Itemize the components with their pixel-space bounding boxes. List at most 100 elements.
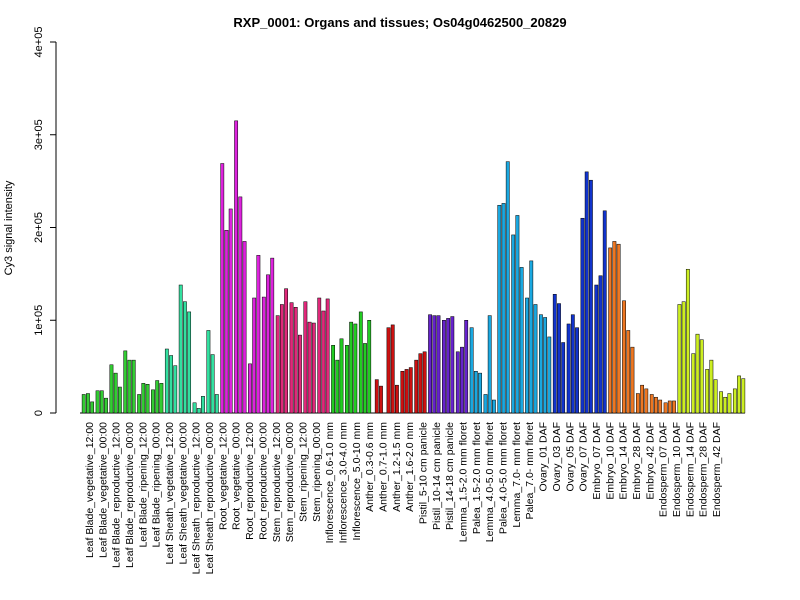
x-tick-label: Endosperm_07 DAF	[658, 422, 670, 517]
bar	[529, 260, 534, 414]
bar	[275, 315, 280, 414]
x-tick-label: Leaf Blade_reproductive_00:00	[124, 422, 136, 568]
x-tick-label: Ovary_05 DAF	[564, 422, 576, 491]
bar	[492, 399, 496, 414]
x-tick-label: Stem_reproductive_12:00	[271, 422, 283, 542]
bar	[478, 372, 482, 414]
bar	[685, 268, 690, 414]
bar-series	[81, 120, 746, 414]
bar	[630, 346, 635, 414]
bar	[557, 303, 561, 414]
bar	[307, 321, 312, 414]
bar	[353, 323, 358, 414]
bar	[99, 390, 104, 414]
bar	[570, 314, 575, 414]
bar	[699, 339, 704, 414]
bar	[238, 196, 243, 414]
bar	[303, 301, 308, 414]
x-tick-label: Embryo_42 DAF	[644, 422, 656, 500]
bar	[109, 364, 114, 414]
x-tick-label: Root_vegetative_12:00	[217, 422, 229, 530]
x-tick-label: Palea_7.0- mm floret	[524, 422, 536, 520]
bar	[252, 297, 257, 414]
bar	[469, 327, 474, 414]
bar	[608, 247, 613, 414]
x-tick-label: Stem_reproductive_00:00	[284, 422, 296, 542]
x-tick-label: Stem_ripening_12:00	[297, 422, 309, 522]
bar	[86, 393, 90, 414]
bar	[677, 304, 682, 414]
bar	[525, 297, 529, 414]
bar	[317, 297, 322, 414]
bar	[460, 346, 464, 414]
bar	[201, 396, 205, 414]
bar	[622, 300, 626, 414]
bar	[519, 267, 524, 414]
y-axis-label: Cy3 signal intensity	[3, 180, 15, 275]
x-tick-label: Endosperm_10 DAF	[671, 422, 683, 517]
bar	[95, 390, 100, 414]
x-tick-label: Embryo_10 DAF	[604, 422, 616, 500]
x-tick-label: Endosperm_28 DAF	[698, 422, 710, 517]
y-axis: 0 1e+05 2e+05 3e+05 4e+05	[33, 27, 57, 416]
bar	[404, 369, 409, 414]
bar	[104, 397, 108, 414]
y-tick-label: 0	[33, 410, 45, 416]
bar	[224, 230, 229, 414]
bar	[137, 394, 142, 414]
bar	[446, 318, 451, 414]
x-tick-label: Leaf Blade_ripening_12:00	[137, 422, 149, 548]
x-tick-label: Root_reproductive_12:00	[244, 422, 256, 540]
bar	[561, 342, 566, 414]
x-tick-label: Leaf Blade_vegetative_12:00	[84, 422, 96, 558]
bar	[455, 351, 460, 414]
bar	[374, 379, 379, 414]
bar	[588, 179, 593, 414]
x-tick-label: Leaf Sheath_vegetative_12:00	[164, 422, 176, 565]
bar	[228, 208, 233, 414]
bar	[220, 163, 225, 414]
bar	[719, 391, 723, 414]
x-tick-label: Ovary_03 DAF	[551, 422, 563, 491]
bar	[511, 234, 516, 414]
bar	[723, 396, 728, 414]
bar	[487, 315, 492, 414]
bar	[81, 394, 86, 414]
bar	[705, 369, 710, 414]
x-tick-label: Lemma_4.0-5.0 mm floret	[484, 422, 496, 542]
bar	[151, 389, 155, 414]
x-tick-label: Pistil_5-10 cm panicle	[418, 422, 430, 524]
bar	[732, 388, 737, 414]
bar	[539, 314, 543, 414]
bar	[658, 399, 663, 414]
bar	[214, 394, 219, 414]
bar	[386, 327, 391, 414]
bar	[436, 315, 441, 414]
x-tick-label: Endosperm_14 DAF	[684, 422, 696, 517]
bar	[331, 345, 336, 414]
bar	[178, 284, 183, 414]
bar	[183, 301, 187, 414]
bar	[293, 307, 298, 414]
bar	[450, 316, 455, 414]
bar	[117, 386, 122, 414]
bar	[379, 385, 383, 414]
bar	[141, 383, 146, 414]
x-tick-label: Leaf Blade_reproductive_12:00	[111, 422, 123, 568]
bar	[580, 217, 585, 414]
x-tick-label: Inflorescence_5.0-10 mm	[351, 422, 363, 541]
bar	[270, 257, 275, 414]
bar	[635, 393, 640, 414]
bar	[367, 320, 372, 414]
bar	[515, 215, 520, 414]
bar	[234, 120, 239, 414]
bar	[644, 388, 649, 414]
bar	[432, 315, 437, 414]
bar	[667, 400, 672, 414]
bar	[339, 338, 344, 414]
bar	[345, 345, 349, 414]
x-tick-label: Anther_0.3-0.6 mm	[364, 422, 376, 512]
x-tick-label: Leaf Blade_ripening_00:00	[151, 422, 163, 548]
bar	[501, 203, 506, 414]
